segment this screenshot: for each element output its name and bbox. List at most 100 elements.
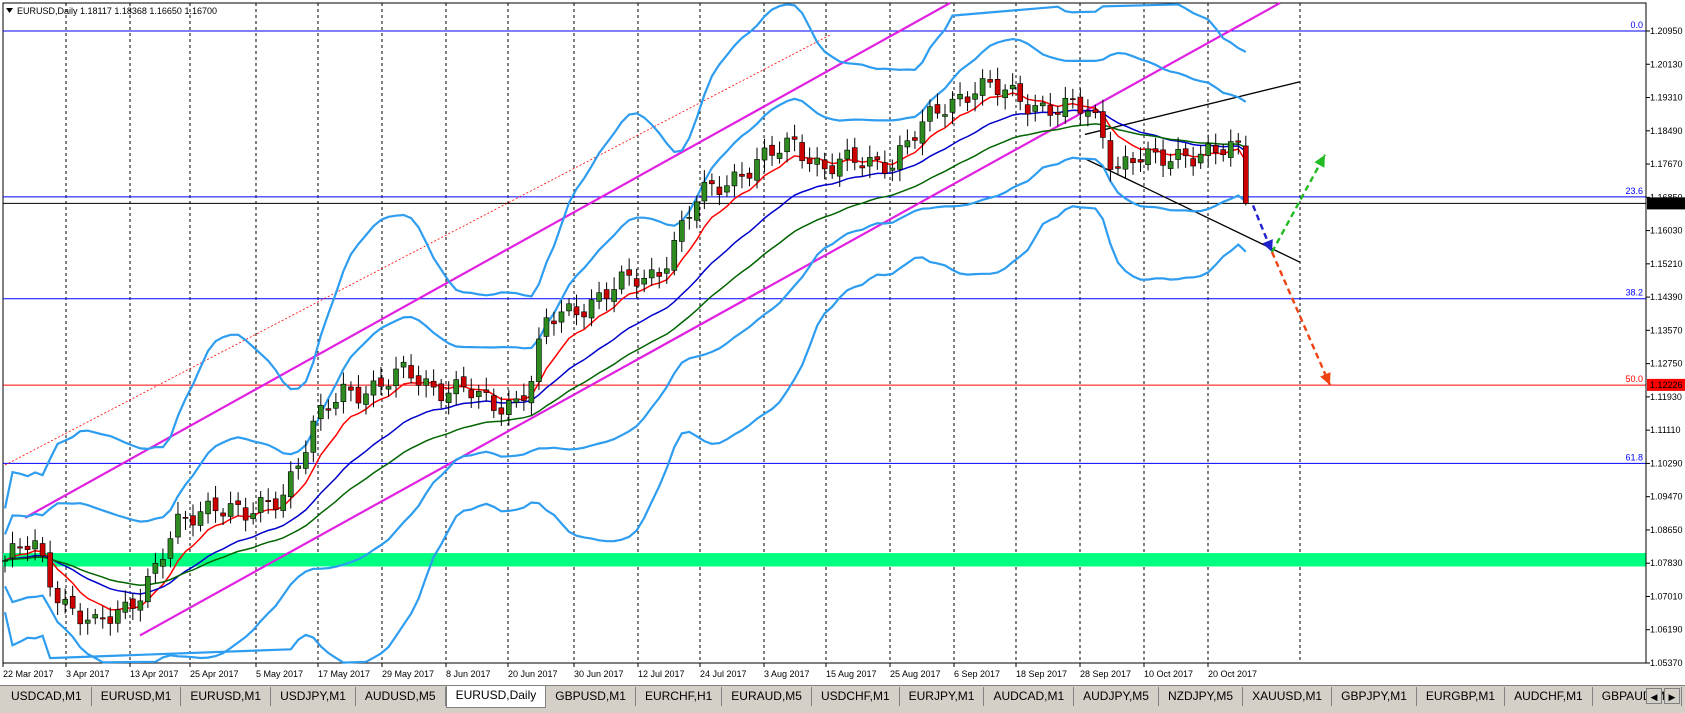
price-tick-label: 1.09470 <box>1650 492 1683 502</box>
time-tick-label: 30 Jun 2017 <box>574 669 624 679</box>
candle-body <box>573 306 580 316</box>
tab-euraud-m5[interactable]: EURAUD,M5 <box>722 687 812 706</box>
tab-eurusd-m1[interactable]: EURUSD,M1 <box>91 687 182 706</box>
candle-body <box>739 173 745 177</box>
candle-body <box>1160 149 1166 166</box>
candle-body <box>122 601 129 613</box>
price-tick-label: 1.17670 <box>1650 159 1683 169</box>
candle-body <box>340 383 347 403</box>
price-tick-label: 1.16030 <box>1650 226 1683 236</box>
price-tick-label: 1.10290 <box>1650 458 1683 468</box>
candle-body <box>1227 141 1234 158</box>
candle-body <box>1055 111 1061 115</box>
candle-body <box>325 408 332 411</box>
bollinger-outer-lower <box>3 205 1247 664</box>
time-tick-label: 8 Jun 2017 <box>446 669 491 679</box>
candle-body <box>663 268 670 274</box>
scroll-left-icon[interactable]: ◀ <box>1646 688 1662 704</box>
tab-usdchf-m1[interactable]: USDCHF,M1 <box>811 687 900 706</box>
tab-audjpy-m5[interactable]: AUDJPY,M5 <box>1074 687 1159 706</box>
tab-usdcad-m1[interactable]: USDCAD,M1 <box>2 687 92 706</box>
candle-body <box>957 93 963 100</box>
candle-body <box>611 289 617 302</box>
candle-body <box>1077 96 1084 114</box>
candle-body <box>378 377 384 387</box>
fibonacci-levels: 0.0 23.6 38.2 50.0 61.8 <box>3 20 1646 464</box>
price-tick-label: 1.18490 <box>1650 126 1683 136</box>
candle-body <box>107 616 114 624</box>
tab-eurusd-m1[interactable]: EURUSD,M1 <box>181 687 272 706</box>
candle-body <box>318 405 324 420</box>
candle-body <box>92 614 99 619</box>
price-tag-box <box>1647 197 1685 210</box>
candle-body <box>400 361 407 368</box>
wedge-upper-line <box>1084 81 1301 136</box>
channel-upper-line <box>24 2 951 519</box>
candle-body <box>1182 148 1189 157</box>
tab-gbpjpy-m1[interactable]: GBPJPY,M1 <box>1332 687 1417 706</box>
candle-body <box>1235 140 1242 143</box>
candle-body <box>190 515 196 526</box>
arrow-head <box>1314 154 1325 168</box>
candle-body <box>62 599 68 605</box>
candle-body <box>182 517 189 519</box>
candle-body <box>490 395 497 411</box>
candle-body <box>287 471 294 498</box>
tab-usdjpy-m1[interactable]: USDJPY,M1 <box>271 687 356 706</box>
candle-body <box>1032 105 1039 112</box>
fib-label: 0.0 <box>1630 20 1643 30</box>
candle-body <box>964 96 971 103</box>
tab-eurgbp-m1[interactable]: EURGBP,M1 <box>1416 687 1506 706</box>
candle-body <box>24 545 31 550</box>
tab-eurjpy-m1[interactable]: EURJPY,M1 <box>899 687 985 706</box>
candle-body <box>806 157 813 164</box>
candle-body <box>814 157 820 165</box>
tab-audchf-m1[interactable]: AUDCHF,M1 <box>1505 687 1593 706</box>
tab-nzdjpy-m5[interactable]: NZDJPY,M5 <box>1158 687 1244 706</box>
scroll-right-icon[interactable]: ▶ <box>1664 688 1680 704</box>
candle-body <box>1212 144 1219 153</box>
tab-xauusd-m1[interactable]: XAUUSD,M1 <box>1243 687 1333 706</box>
tab-audcad-m1[interactable]: AUDCAD,M1 <box>984 687 1075 706</box>
candle-body <box>1115 166 1121 169</box>
candle-body <box>882 162 888 174</box>
candle-body <box>145 576 151 603</box>
candle-body <box>596 292 602 302</box>
candle-body <box>1243 145 1249 204</box>
candle-body <box>1024 104 1031 115</box>
drawing-objects <box>4 2 1301 637</box>
tab-audusd-m5[interactable]: AUDUSD,M5 <box>355 687 446 706</box>
tab-eurchf-h1[interactable]: EURCHF,H1 <box>635 687 723 706</box>
price-tick-label: 1.11930 <box>1650 392 1682 402</box>
candle-body <box>694 201 700 221</box>
time-tick-label: 29 May 2017 <box>382 669 434 679</box>
candle-body <box>385 386 392 390</box>
candle-body <box>724 185 730 193</box>
candle-body <box>671 240 678 271</box>
price-chart[interactable]: 0.0 23.6 38.2 50.0 61.8 1.20950 1.20130 1.1931… <box>0 0 1685 685</box>
candle-body <box>483 389 490 393</box>
candle-body <box>761 147 768 161</box>
candle-body <box>656 272 663 277</box>
candle-body <box>551 320 557 325</box>
candle-body <box>115 609 121 624</box>
candle-body <box>1197 153 1204 164</box>
bollinger-outer-upper <box>3 3 1247 509</box>
candle-body <box>859 165 866 169</box>
candle-body <box>1039 102 1046 107</box>
candle-body <box>295 465 302 469</box>
candle-body <box>648 269 655 279</box>
tab-gbpusd-m1[interactable]: GBPUSD,M1 <box>546 687 636 706</box>
time-tick-label: 15 Aug 2017 <box>826 669 877 679</box>
down-triangle-icon[interactable] <box>6 8 13 13</box>
candle-body <box>257 497 264 513</box>
candle-body <box>588 299 595 319</box>
dotted-trend-line <box>4 34 831 466</box>
candle-body <box>1220 149 1227 156</box>
tab-eurusd-daily[interactable]: EURUSD,Daily <box>445 686 547 708</box>
candle-body <box>709 180 715 185</box>
candle-body <box>54 587 61 604</box>
candle-body <box>348 386 354 391</box>
candle-body <box>1085 110 1091 117</box>
candle-body <box>1009 84 1016 90</box>
